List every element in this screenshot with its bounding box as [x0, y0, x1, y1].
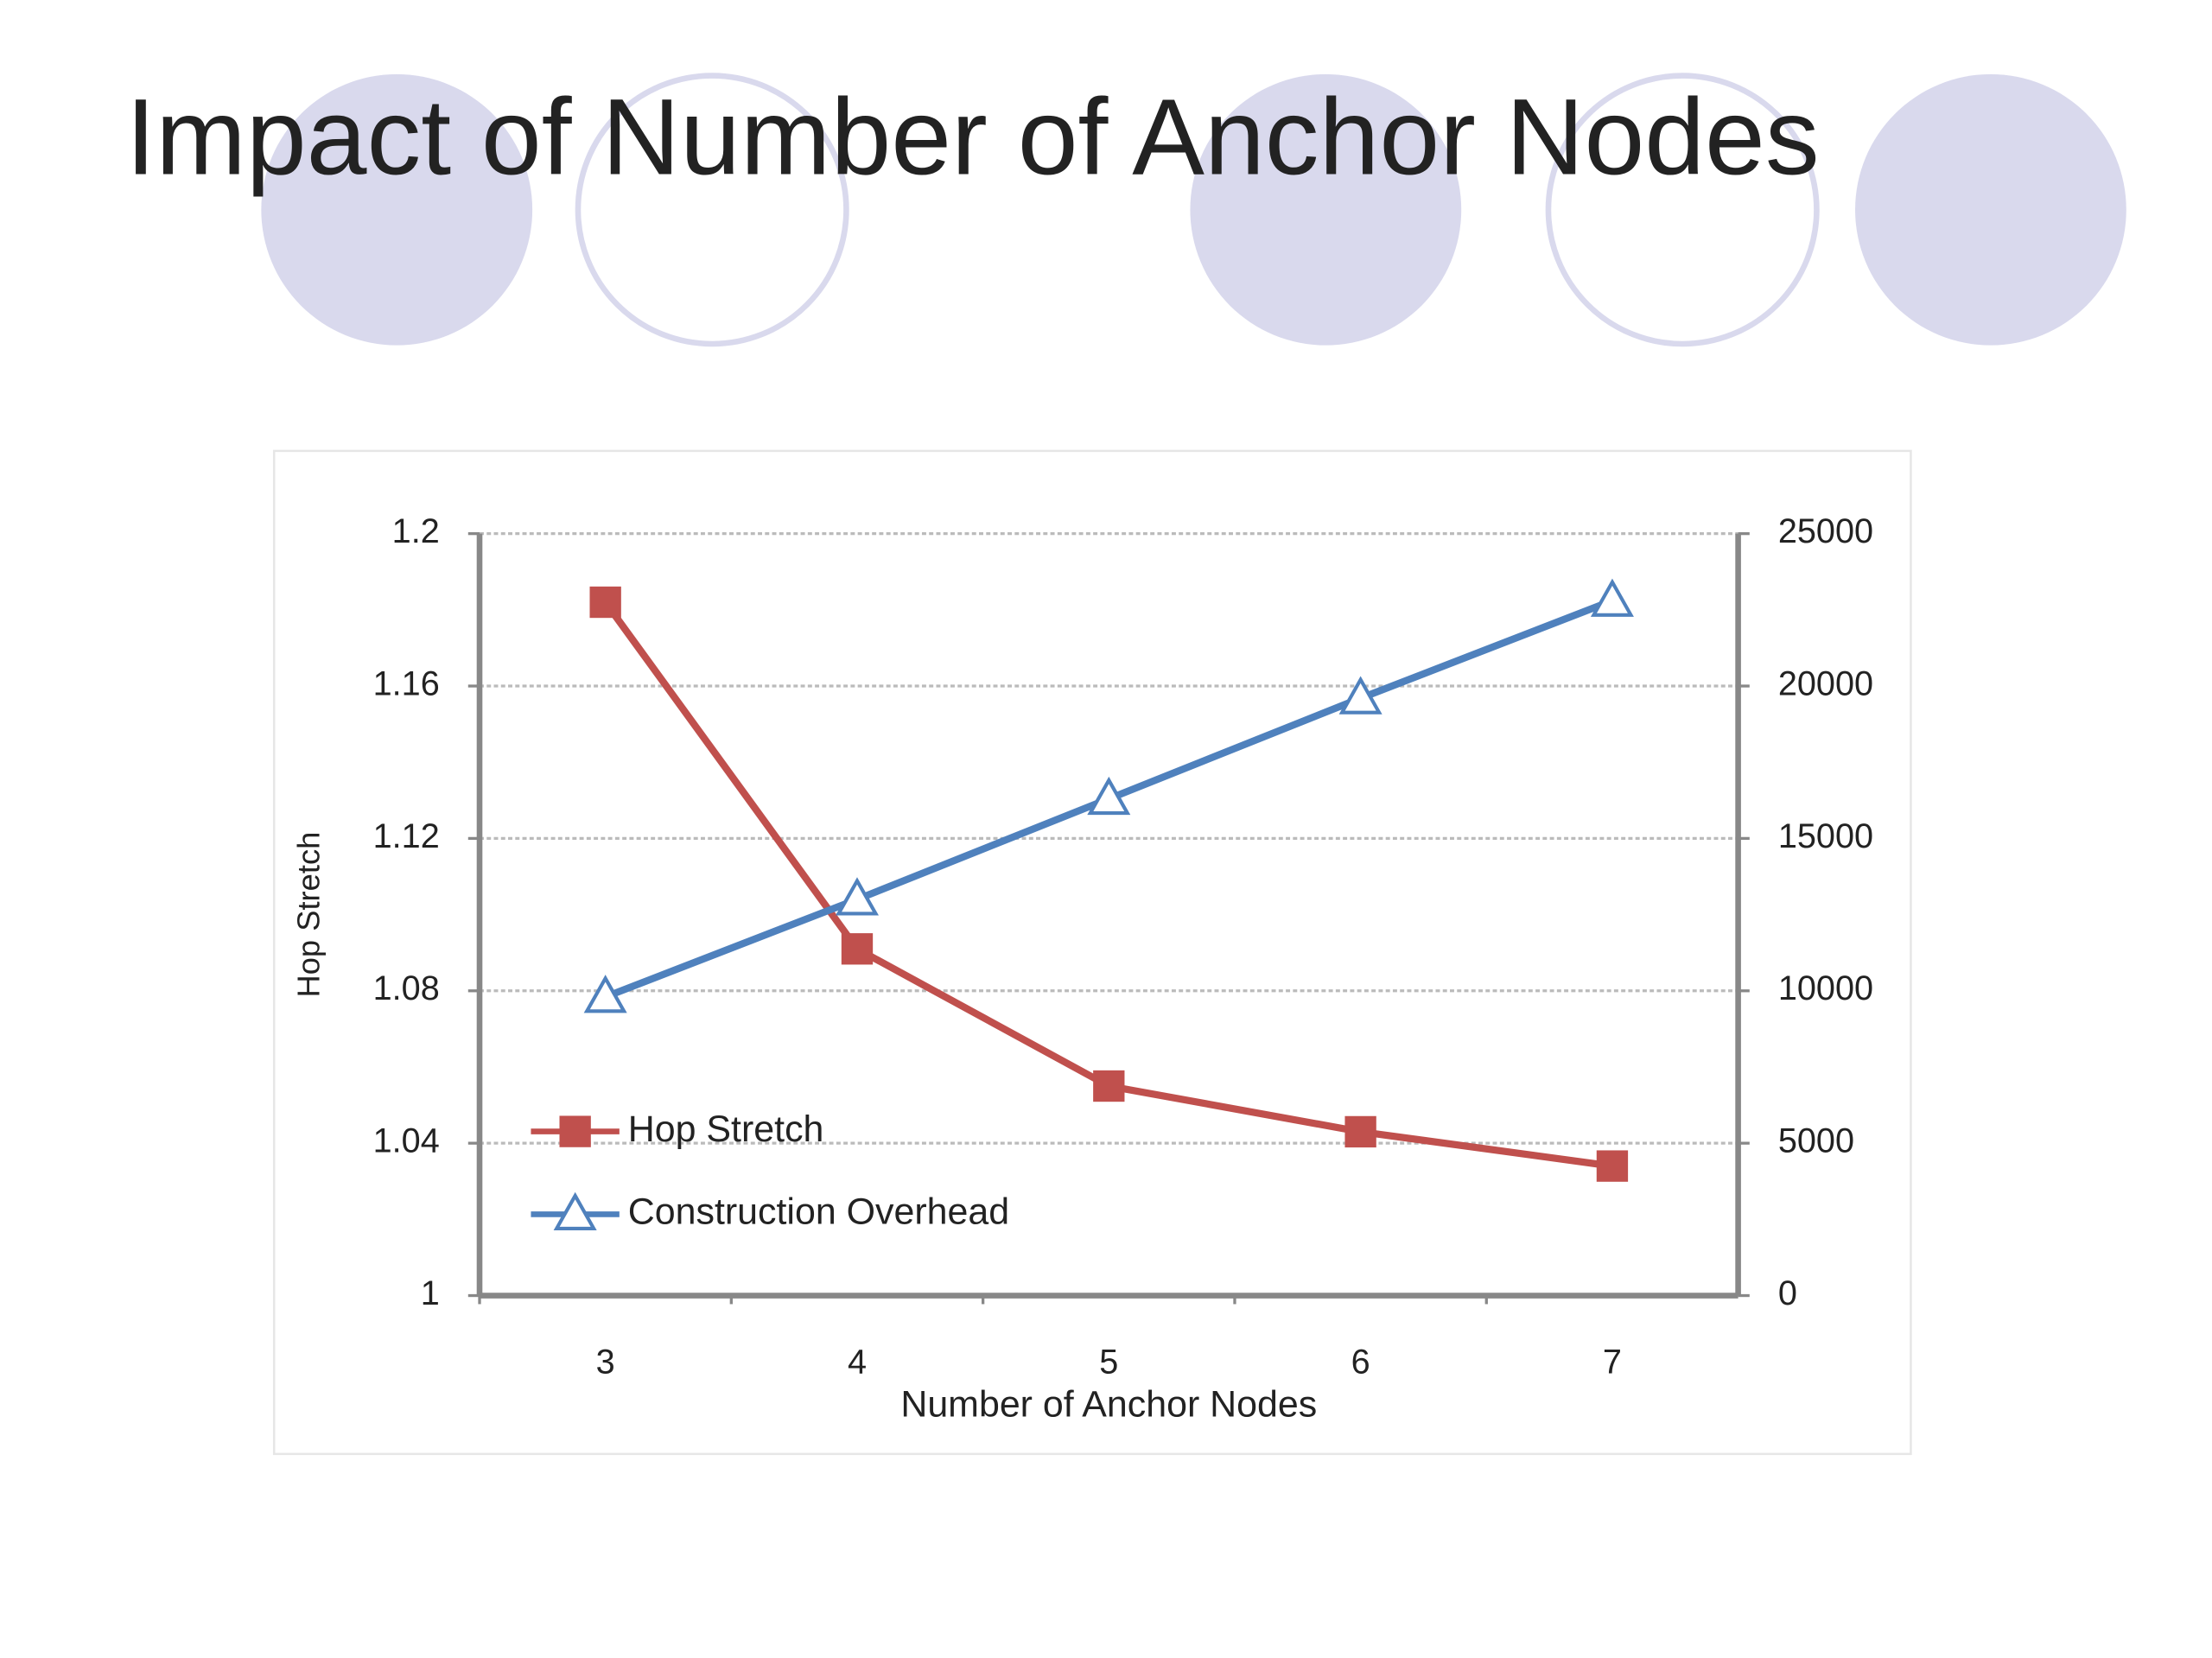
- y-tick-label: 1.08: [373, 969, 440, 1007]
- y-tick-label: 1.2: [392, 512, 440, 550]
- marker: [841, 933, 874, 965]
- circle: [1190, 73, 1462, 346]
- y2-tick-label: 15000: [1778, 817, 1873, 855]
- x-tick-label: 7: [1603, 1343, 1622, 1381]
- y-tick-label: 1: [421, 1274, 440, 1312]
- y2-tick-label: 0: [1778, 1274, 1797, 1312]
- marker: [1590, 578, 1634, 617]
- y2-tick-label: 5000: [1778, 1122, 1854, 1160]
- marker: [1596, 1150, 1629, 1182]
- y2-tick-label: 25000: [1778, 512, 1873, 550]
- y-tick-label: 1.04: [373, 1122, 440, 1160]
- y-axis-label: Hop Stretch: [291, 832, 327, 998]
- marker: [589, 586, 621, 619]
- y2-tick-label: 10000: [1778, 969, 1873, 1007]
- x-tick-label: 5: [1099, 1343, 1118, 1381]
- marker: [553, 1191, 597, 1230]
- slide-title: Impact of Number of Anchor Nodes: [125, 76, 1819, 198]
- marker: [1338, 676, 1382, 715]
- y-tick-label: 1.12: [373, 817, 440, 855]
- circle: [1545, 73, 1820, 347]
- plot: 1 1.04 1.08 1.12 1.16 1.2 0 5000 10000 15000 20000…: [373, 512, 1873, 1381]
- decoration: [261, 73, 2126, 347]
- circle: [261, 73, 533, 346]
- marker: [1344, 1115, 1376, 1148]
- legend-label: Construction Overhead: [628, 1191, 1009, 1233]
- marker: [1087, 776, 1131, 816]
- circle: [575, 73, 849, 347]
- x-tick-label: 3: [596, 1343, 615, 1381]
- y2-tick-label: 20000: [1778, 664, 1873, 702]
- y-tick-label: 1.16: [373, 664, 440, 702]
- marker: [1093, 1070, 1125, 1102]
- x-tick-label: 6: [1351, 1343, 1370, 1381]
- marker: [559, 1115, 591, 1147]
- x-tick-label: 4: [848, 1343, 867, 1381]
- marker: [835, 877, 879, 916]
- circle: [1855, 73, 2126, 346]
- x-axis-label: Number of Anchor Nodes: [900, 1384, 1317, 1426]
- marker: [583, 975, 627, 1013]
- chart-frame: [272, 449, 1912, 1456]
- legend-label: Hop Stretch: [628, 1109, 824, 1150]
